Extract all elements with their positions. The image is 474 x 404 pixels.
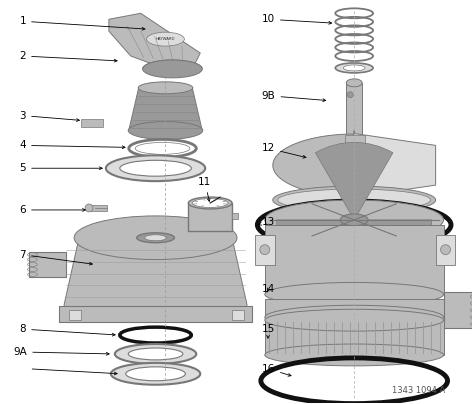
Ellipse shape bbox=[143, 60, 202, 78]
Text: 9A: 9A bbox=[14, 347, 109, 357]
Text: 5: 5 bbox=[19, 163, 102, 173]
Circle shape bbox=[353, 328, 365, 340]
Bar bbox=[81, 119, 103, 126]
Polygon shape bbox=[354, 133, 436, 197]
Ellipse shape bbox=[74, 216, 237, 260]
Wedge shape bbox=[316, 143, 393, 220]
Ellipse shape bbox=[265, 309, 444, 331]
Polygon shape bbox=[129, 88, 202, 130]
Circle shape bbox=[260, 245, 270, 255]
Polygon shape bbox=[143, 60, 202, 69]
Text: 10: 10 bbox=[262, 14, 332, 24]
Text: 9B: 9B bbox=[262, 91, 326, 101]
Bar bbox=[69, 310, 81, 320]
Ellipse shape bbox=[111, 363, 200, 385]
Text: 12: 12 bbox=[262, 143, 306, 158]
Bar bbox=[232, 310, 244, 320]
Text: 8: 8 bbox=[19, 324, 115, 336]
Text: 16: 16 bbox=[262, 364, 291, 376]
Ellipse shape bbox=[192, 198, 228, 208]
Ellipse shape bbox=[335, 63, 373, 73]
Text: 4: 4 bbox=[19, 141, 125, 150]
Bar bbox=[59, 306, 252, 322]
Polygon shape bbox=[109, 13, 200, 69]
Bar bbox=[89, 205, 107, 211]
Ellipse shape bbox=[137, 233, 174, 243]
Text: 1343 1094 A: 1343 1094 A bbox=[392, 386, 446, 395]
Text: 6: 6 bbox=[19, 205, 85, 215]
Bar bbox=[188, 203, 232, 231]
Ellipse shape bbox=[188, 197, 232, 209]
Text: 14: 14 bbox=[262, 284, 275, 295]
Bar bbox=[255, 235, 275, 265]
Ellipse shape bbox=[145, 235, 166, 241]
Ellipse shape bbox=[120, 160, 191, 176]
Polygon shape bbox=[64, 238, 247, 314]
Ellipse shape bbox=[115, 344, 196, 364]
Wedge shape bbox=[354, 220, 432, 287]
Ellipse shape bbox=[106, 155, 205, 181]
Bar bbox=[436, 235, 456, 265]
Bar bbox=[29, 252, 66, 278]
Ellipse shape bbox=[343, 65, 365, 71]
Text: 11: 11 bbox=[198, 177, 211, 201]
Polygon shape bbox=[265, 320, 444, 355]
Ellipse shape bbox=[273, 186, 436, 214]
Polygon shape bbox=[265, 299, 444, 317]
Ellipse shape bbox=[265, 282, 444, 306]
Text: HAYWARD: HAYWARD bbox=[156, 37, 175, 41]
Bar bbox=[232, 213, 238, 219]
Ellipse shape bbox=[128, 122, 203, 139]
Ellipse shape bbox=[126, 367, 185, 381]
Ellipse shape bbox=[340, 214, 368, 226]
Ellipse shape bbox=[135, 143, 190, 154]
Text: 7: 7 bbox=[19, 250, 92, 265]
Circle shape bbox=[85, 204, 93, 212]
Text: 15: 15 bbox=[262, 324, 275, 338]
Ellipse shape bbox=[278, 189, 431, 211]
Text: 2: 2 bbox=[19, 51, 117, 62]
Text: 1: 1 bbox=[19, 16, 145, 30]
Bar bbox=[346, 83, 362, 135]
Circle shape bbox=[318, 312, 331, 326]
Wedge shape bbox=[277, 220, 354, 287]
Ellipse shape bbox=[265, 344, 444, 366]
Ellipse shape bbox=[265, 200, 444, 240]
Circle shape bbox=[347, 92, 353, 98]
Ellipse shape bbox=[346, 79, 362, 87]
Text: 13: 13 bbox=[259, 217, 275, 227]
Polygon shape bbox=[273, 130, 354, 200]
Circle shape bbox=[441, 245, 450, 255]
Bar bbox=[345, 135, 365, 165]
Text: 3: 3 bbox=[19, 111, 79, 122]
Polygon shape bbox=[265, 225, 444, 295]
Ellipse shape bbox=[146, 32, 184, 46]
Circle shape bbox=[321, 316, 328, 322]
Ellipse shape bbox=[138, 82, 193, 94]
Ellipse shape bbox=[265, 305, 444, 329]
Bar bbox=[444, 292, 474, 328]
Ellipse shape bbox=[128, 348, 183, 360]
